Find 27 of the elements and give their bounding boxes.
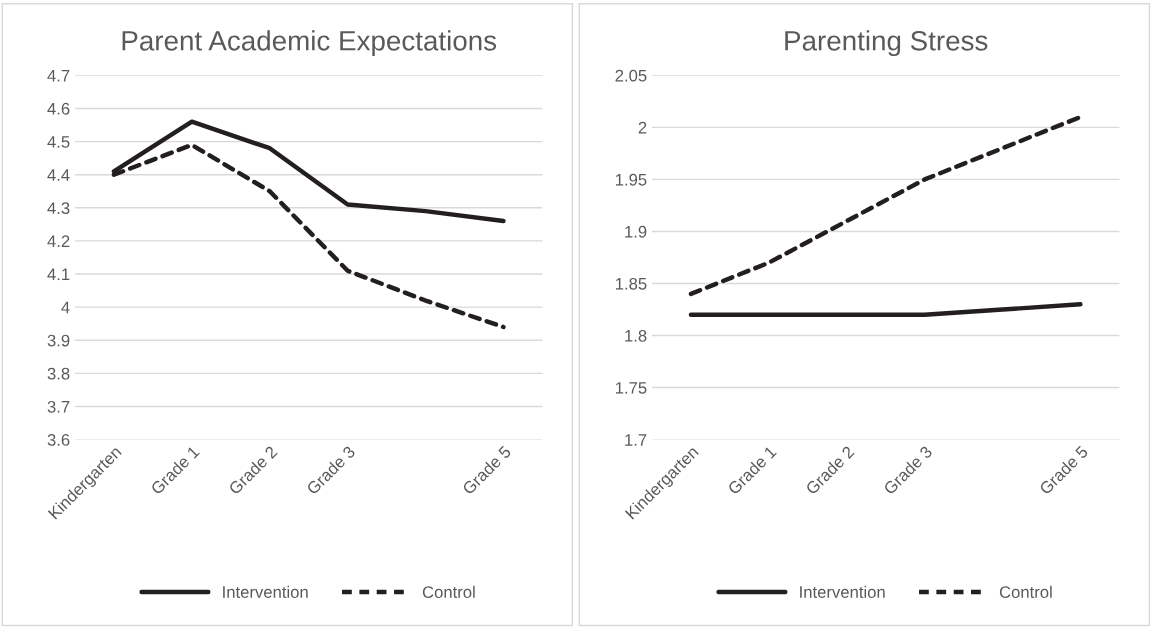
y-tick-label: 4.7 [47, 69, 70, 82]
y-tick-label: 3.9 [47, 334, 70, 347]
y-tick-label: 4.6 [47, 102, 70, 115]
y-tick-label: 4.3 [47, 202, 70, 215]
y-tick-label: 1.8 [625, 329, 647, 342]
legend-label: Control [422, 585, 475, 598]
y-tick-label: 1.85 [615, 277, 647, 290]
legend-label: Intervention [800, 585, 885, 598]
y-tick-label: 4.2 [47, 235, 70, 247]
y-tick-label: 1.9 [625, 225, 647, 238]
y-tick-label: 1.75 [615, 382, 647, 394]
chart-title: Parenting Stress [785, 30, 988, 57]
y-tick-label: 4.4 [47, 169, 70, 181]
y-tick-label: 3.7 [47, 400, 70, 413]
y-tick-label: 4 [61, 301, 70, 314]
legend-label: Intervention [223, 585, 308, 598]
y-tick-label: 4.5 [47, 136, 70, 148]
y-tick-label: 4.1 [47, 268, 70, 281]
legend-label: Control [999, 585, 1052, 598]
y-tick-label: 3.6 [47, 434, 70, 446]
y-tick-label: 1.7 [625, 434, 647, 446]
y-tick-label: 3.8 [47, 367, 70, 380]
y-tick-label: 1.95 [615, 173, 647, 186]
y-tick-label: 2.05 [615, 69, 647, 82]
y-tick-label: 2 [638, 121, 647, 134]
chart-title: Parent Academic Expectations [122, 30, 497, 57]
line-series [688, 114, 1083, 297]
